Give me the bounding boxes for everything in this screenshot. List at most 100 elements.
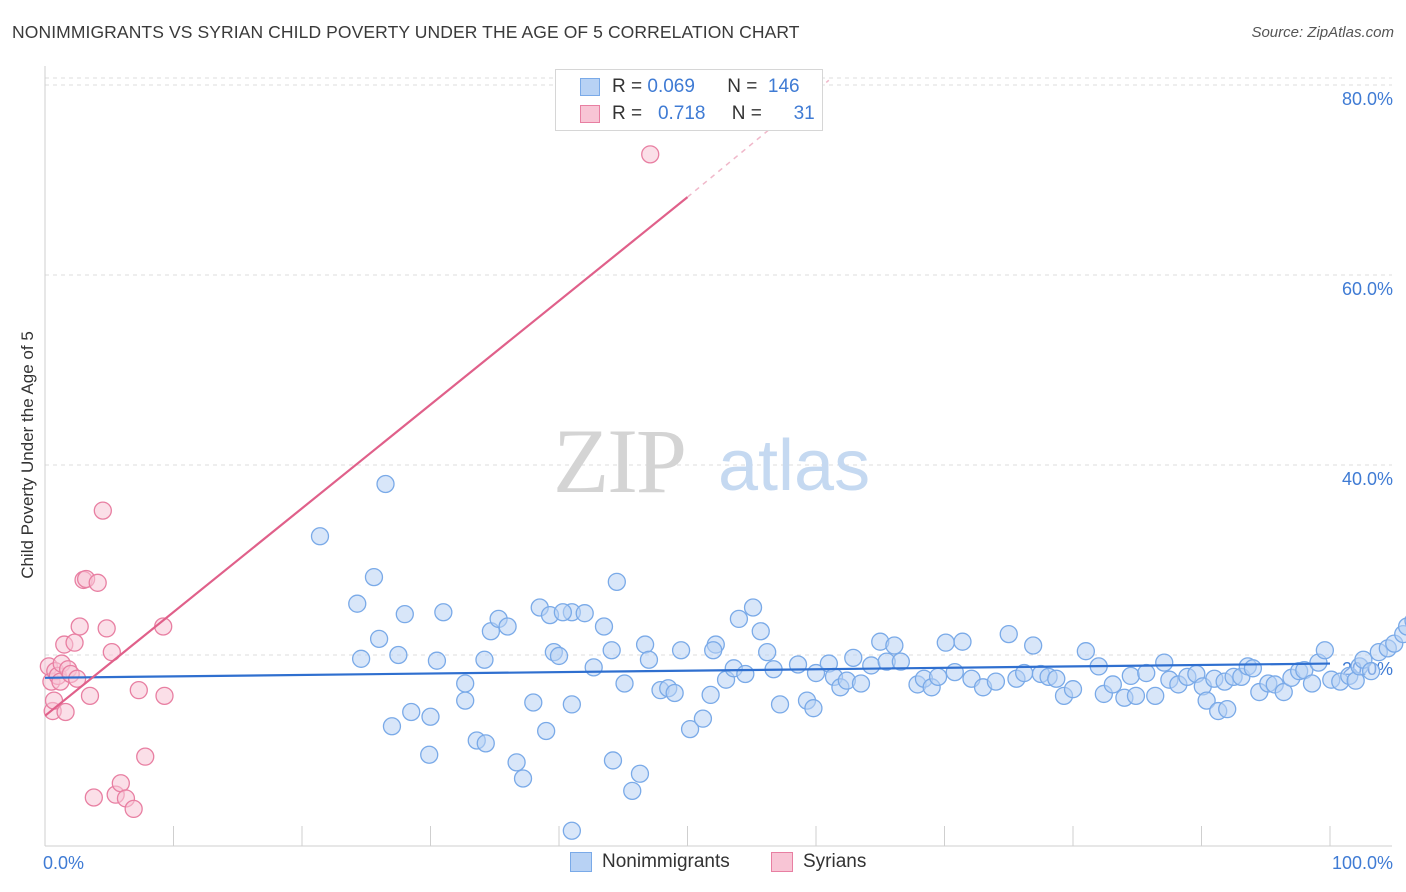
syrians-point — [88, 573, 107, 592]
nonimmigrants-point — [369, 629, 389, 648]
nonimmigrants-point — [434, 603, 453, 622]
y-tick-label: 60.0% — [1342, 279, 1393, 299]
nonimmigrants-point — [376, 474, 395, 494]
nonimmigrants-point — [475, 650, 494, 669]
y-tick-labels: 20.0%40.0%60.0%80.0% — [1342, 89, 1393, 679]
series-syrians — [39, 145, 660, 819]
nonimmigrants-point — [615, 674, 634, 693]
legend-r-value: 0.069 — [647, 76, 695, 97]
nonimmigrants-point — [427, 651, 447, 670]
legend-r-label: R = — [612, 76, 643, 97]
nonimmigrants-point — [389, 645, 408, 665]
nonimmigrants-point — [1397, 617, 1406, 636]
legend-label-nonimmigrants: Nonimmigrants — [602, 851, 730, 872]
chart-source: Source: ZipAtlas.com — [1251, 24, 1394, 41]
nonimmigrants-point — [936, 633, 955, 652]
nonimmigrants-point — [1197, 691, 1216, 710]
legend-swatch-pink — [771, 852, 793, 872]
legend-n-value: 146 — [767, 76, 800, 97]
nonimmigrants-point — [1274, 682, 1293, 702]
nonimmigrants-point — [986, 672, 1006, 691]
legend-r-value: 0.718 — [657, 103, 706, 124]
nonimmigrants-point — [1076, 642, 1095, 661]
nonimmigrants-point — [507, 753, 526, 772]
nonimmigrants-point — [553, 603, 573, 622]
nonimmigrants-point — [680, 719, 700, 739]
nonimmigrants-point — [671, 641, 691, 660]
syrians-point — [84, 788, 103, 807]
legend-n-label: N = — [731, 103, 762, 124]
syrians-point — [93, 501, 112, 520]
legend-swatch-blue — [570, 852, 592, 872]
nonimmigrants-point — [537, 721, 556, 741]
nonimmigrants-trend-line — [44, 662, 1331, 679]
nonimmigrants-point — [513, 769, 533, 788]
syrians-point — [111, 774, 130, 793]
nonimmigrants-point — [402, 702, 421, 722]
legend-n-label: N = — [727, 76, 758, 97]
axes — [44, 66, 1392, 847]
x-tick-labels: 0.0% 100.0% — [43, 853, 1393, 873]
nonimmigrants-point — [623, 781, 642, 800]
nonimmigrants-point — [844, 648, 863, 667]
nonimmigrants-point — [630, 764, 650, 783]
y-tick-label: 80.0% — [1342, 89, 1393, 109]
syrians-point — [129, 681, 148, 700]
nonimmigrants-point — [602, 641, 621, 660]
nonimmigrants-point — [743, 598, 763, 617]
nonimmigrants-point — [804, 699, 823, 718]
nonimmigrants-point — [635, 635, 655, 654]
nonimmigrants-point — [758, 643, 777, 662]
nonimmigrants-point — [1315, 641, 1335, 660]
nonimmigrants-point — [1126, 686, 1146, 705]
nonimmigrants-point — [476, 734, 495, 753]
nonimmigrants-point — [665, 683, 684, 703]
nonimmigrants-point — [584, 658, 603, 677]
nonimmigrants-point — [885, 636, 904, 655]
nonimmigrants-point — [1024, 636, 1043, 655]
nonimmigrants-point — [701, 685, 720, 705]
nonimmigrants-point — [364, 567, 384, 587]
nonimmigrants-point — [456, 691, 475, 710]
nonimmigrants-point — [607, 572, 626, 591]
legend-swatch-blue — [580, 78, 600, 96]
nonimmigrants-point — [639, 650, 659, 669]
legend-swatch-pink — [580, 105, 600, 123]
legend-row-nonimmigrants: R = 0.069 N = 146 — [556, 74, 800, 100]
nonimmigrants-point — [1063, 680, 1083, 699]
watermark-atlas: atlas — [718, 426, 870, 506]
syrians-point — [65, 633, 84, 652]
nonimmigrants-point — [1302, 674, 1322, 693]
nonimmigrants-point — [594, 617, 614, 636]
legend-item-syrians: Syrians — [771, 851, 866, 873]
nonimmigrants-point — [549, 646, 569, 666]
grid-lines — [45, 77, 1392, 656]
nonimmigrants-point — [524, 693, 543, 712]
y-tick-label: 40.0% — [1342, 469, 1393, 489]
syrians-trend-line — [44, 196, 689, 717]
nonimmigrants-point — [693, 709, 713, 728]
syrians-point — [136, 747, 155, 766]
series-legend: Nonimmigrants Syrians — [0, 851, 1406, 877]
syrians-point — [155, 686, 174, 705]
nonimmigrants-point — [575, 604, 594, 623]
trend-lines — [44, 79, 1331, 717]
correlation-legend: R = 0.069 N = 146 R = 0.718 N = 31 — [555, 69, 823, 131]
nonimmigrants-point — [348, 594, 367, 613]
nonimmigrants-point — [945, 662, 964, 682]
syrians-point — [67, 669, 87, 688]
nonimmigrants-point — [310, 527, 330, 546]
nonimmigrants-point — [770, 695, 790, 714]
syrians-point — [97, 619, 116, 638]
syrians-point — [80, 686, 100, 705]
nonimmigrants-point — [603, 751, 623, 770]
nonimmigrants-point — [351, 649, 371, 668]
nonimmigrants-point — [729, 609, 749, 629]
nonimmigrants-point — [1218, 700, 1237, 719]
nonimmigrants-point — [1047, 669, 1066, 688]
nonimmigrants-point — [562, 821, 581, 840]
nonimmigrants-point — [421, 707, 440, 726]
nonimmigrants-point — [1361, 662, 1381, 681]
syrians-point — [56, 702, 75, 722]
